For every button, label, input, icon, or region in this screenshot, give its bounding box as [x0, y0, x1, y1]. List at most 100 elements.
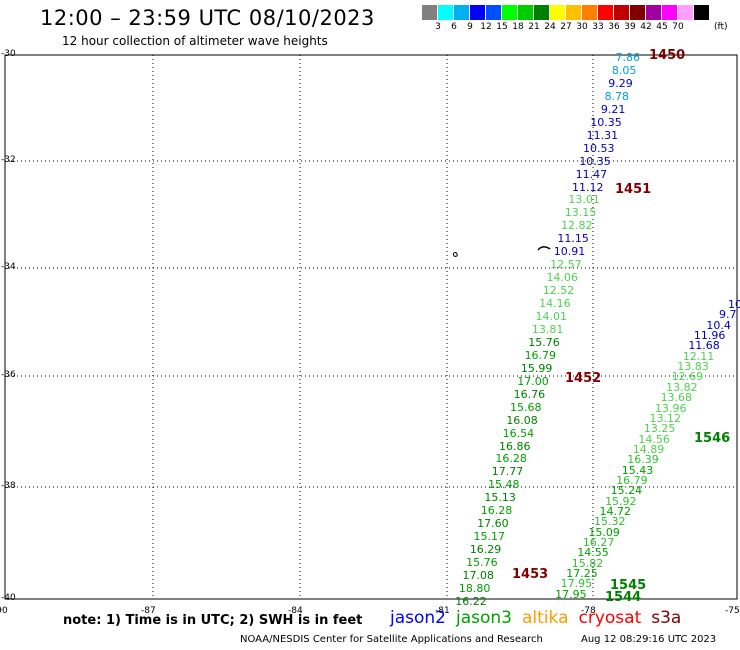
pass-time-label: 1453 [512, 567, 549, 582]
wave-height-value: 15.17 [473, 530, 505, 544]
wave-height-value: 14.01 [535, 310, 568, 323]
color-scale-label: 9 [467, 22, 473, 32]
wave-height-value: 9.7 [718, 308, 737, 322]
wave-height-value: 12.52 [542, 284, 575, 298]
color-scale-label: 42 [640, 22, 652, 32]
wave-height-value: 9.29 [608, 76, 633, 90]
color-scale-swatch [694, 5, 710, 20]
legend-item-altika: altika [522, 608, 569, 628]
latitude-label: -30 [1, 49, 16, 59]
longitude-label: -81 [435, 606, 450, 616]
pass-time-label: 1546 [694, 431, 731, 446]
wave-height-value: 14.55 [577, 546, 609, 560]
color-scale-swatch [518, 5, 534, 20]
color-scale-swatch [550, 5, 566, 20]
wave-height-value: 10.91 [553, 245, 586, 259]
map-border [4, 54, 738, 600]
longitude-label: -84 [288, 606, 303, 616]
wave-height-value: 11.15 [557, 232, 589, 246]
wave-height-value: 13.96 [655, 401, 687, 415]
wave-height-value: 16.86 [499, 439, 531, 453]
color-scale-swatch [454, 5, 470, 20]
wave-height-value: 13.25 [643, 422, 676, 436]
wave-height-value: 10.35 [590, 115, 622, 129]
wave-height-value: 13.83 [677, 360, 709, 374]
wave-height-value: 17.95 [560, 577, 593, 591]
pass-time-label: 1545 [610, 578, 647, 593]
wave-height-value: 13.12 [649, 411, 681, 425]
wave-height-value: 16.08 [506, 413, 538, 427]
wave-height-value: 15.76 [528, 335, 560, 349]
wave-height-value: 15.13 [484, 491, 516, 505]
color-scale-swatch [470, 5, 486, 20]
color-scale-label: 36 [608, 22, 620, 32]
wave-height-value: 14.06 [546, 271, 578, 285]
pass-time-label: 1452 [565, 371, 602, 386]
island-outline [452, 252, 458, 257]
legend-item-jason2: jason2 [390, 608, 446, 628]
wave-height-value: 8.78 [604, 89, 630, 103]
wave-height-value: 14.16 [539, 297, 571, 311]
wave-height-value: 15.76 [466, 556, 498, 570]
color-scale: (ft) 3 6 9 12 15 18 21 24 27 30 33 36 39 42 45 70 [422, 5, 732, 35]
wave-height-value: 17.00 [517, 374, 549, 388]
map-subtitle: 12 hour collection of altimeter wave hei… [62, 34, 328, 48]
color-scale-swatch [678, 5, 694, 20]
color-scale-label: 3 [435, 22, 441, 32]
wave-height-value: 13.15 [564, 206, 597, 220]
satellite-legend: jason2 jason3 altika cryosat s3a [390, 608, 691, 628]
wave-height-value: 12.57 [550, 258, 582, 272]
credit-line: NOAA/NESDIS Center for Satellite Applica… [240, 634, 543, 645]
footnote: note: 1) Time is in UTC; 2) SWH is in fe… [63, 613, 363, 628]
wave-height-value: 11.96 [693, 329, 726, 343]
graticule [5, 55, 737, 599]
wave-height-value: 15.48 [488, 478, 520, 492]
wave-height-value: 13.68 [660, 391, 693, 405]
latitude-label: -32 [1, 155, 16, 165]
latitude-label: -34 [1, 262, 16, 272]
color-scale-label: 30 [576, 22, 588, 32]
color-scale-swatch [662, 5, 678, 20]
wave-height-value: 15.99 [520, 361, 553, 375]
legend-item-cryosat: cryosat [578, 608, 642, 628]
wave-height-value: 13.01 [568, 193, 600, 207]
wave-height-value: 11.12 [572, 180, 604, 194]
color-scale-label: 21 [528, 22, 540, 32]
longitude-label: -90 [0, 606, 8, 616]
color-scale-swatch [646, 5, 662, 20]
wave-height-value: 12.69 [671, 370, 704, 384]
wave-height-value: 15.09 [588, 525, 620, 539]
color-scale-label: 70 [672, 22, 684, 32]
color-scale-swatch [502, 5, 518, 20]
color-scale-label: 45 [656, 22, 668, 32]
color-scale-label: 39 [624, 22, 636, 32]
pass-time-label: 1544 [605, 590, 642, 605]
color-scale-swatch [534, 5, 550, 20]
wave-height-value: 13.81 [531, 322, 564, 336]
color-scale-unit: (ft) [714, 22, 728, 32]
wave-height-value: 15.43 [621, 463, 654, 477]
latitude-label: -40 [1, 593, 16, 603]
wave-height-value: 13.82 [666, 380, 698, 394]
wave-height-value: 11.47 [575, 167, 608, 181]
wave-height-value: 15.92 [605, 494, 637, 508]
wave-height-value: 12.11 [682, 349, 715, 363]
wave-height-value: 11.68 [688, 339, 720, 353]
wave-height-value: 16.54 [502, 426, 535, 440]
generated-timestamp: Aug 12 08:29:16 UTC 2023 [581, 634, 717, 645]
wave-height-value: 16.76 [513, 387, 546, 401]
wave-height-value: 8.05 [611, 63, 637, 77]
color-scale-label: 33 [592, 22, 604, 32]
wave-height-value: 14.72 [599, 505, 632, 518]
pass-time-label: 1450 [649, 48, 686, 63]
color-scale-label: 15 [496, 22, 508, 32]
color-scale-swatch [422, 5, 438, 20]
wave-height-value: 16.79 [616, 473, 648, 487]
color-scale-label: 27 [560, 22, 572, 32]
wave-height-value: 16.28 [480, 504, 513, 518]
longitude-label: -87 [141, 606, 156, 616]
wave-height-value: 16.22 [455, 594, 487, 608]
color-scale-label: 24 [544, 22, 556, 32]
wave-height-value: 10.35 [579, 154, 611, 168]
